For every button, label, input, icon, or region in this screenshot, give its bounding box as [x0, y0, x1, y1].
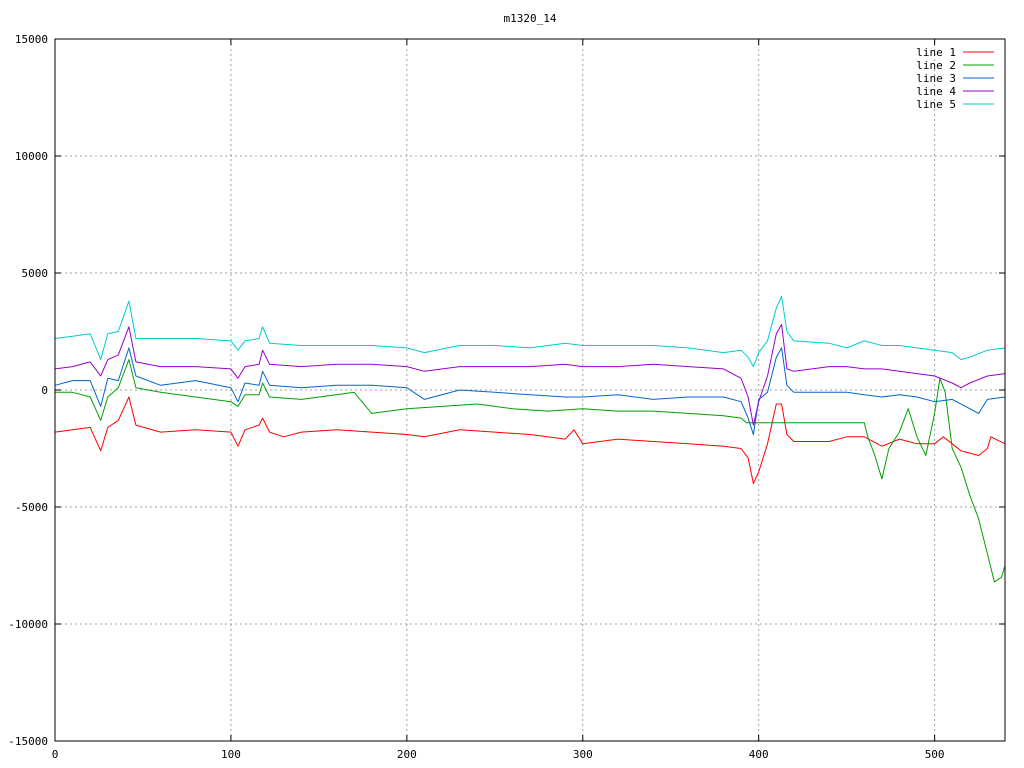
x-tick-label: 400 — [749, 748, 769, 761]
y-tick-label: -5000 — [15, 501, 48, 514]
legend-label: line 2 — [916, 59, 956, 72]
legend-label: line 4 — [916, 85, 956, 98]
series-line-3 — [54, 347, 1006, 435]
x-tick-label: 500 — [925, 748, 945, 761]
axes: -15000 -10000 -5000 0 5000 10000 15000 0 100 200 3… — [8, 33, 1005, 761]
x-tick-label: 0 — [52, 748, 59, 761]
y-tick-label: 0 — [41, 384, 48, 397]
y-tick-label: -10000 — [8, 618, 48, 631]
x-tick-label: 200 — [397, 748, 417, 761]
legend-label: line 1 — [916, 46, 956, 59]
chart-title: m1320_14 — [504, 12, 557, 25]
legend-label: line 5 — [916, 98, 956, 111]
series-line-2 — [55, 359, 1006, 583]
x-tick-label: 100 — [221, 748, 241, 761]
y-tick-label: -15000 — [8, 735, 48, 748]
series-lines — [54, 295, 1006, 583]
series-line-5 — [54, 295, 1006, 368]
y-tick-label: 5000 — [22, 267, 49, 280]
grid-lines — [55, 39, 1005, 741]
x-tick-label: 300 — [573, 748, 593, 761]
series-line-4 — [54, 324, 1006, 426]
legend-label: line 3 — [916, 72, 956, 85]
y-tick-label: 15000 — [15, 33, 48, 46]
series-line-1 — [54, 396, 1006, 485]
y-tick-label: 10000 — [15, 150, 48, 163]
